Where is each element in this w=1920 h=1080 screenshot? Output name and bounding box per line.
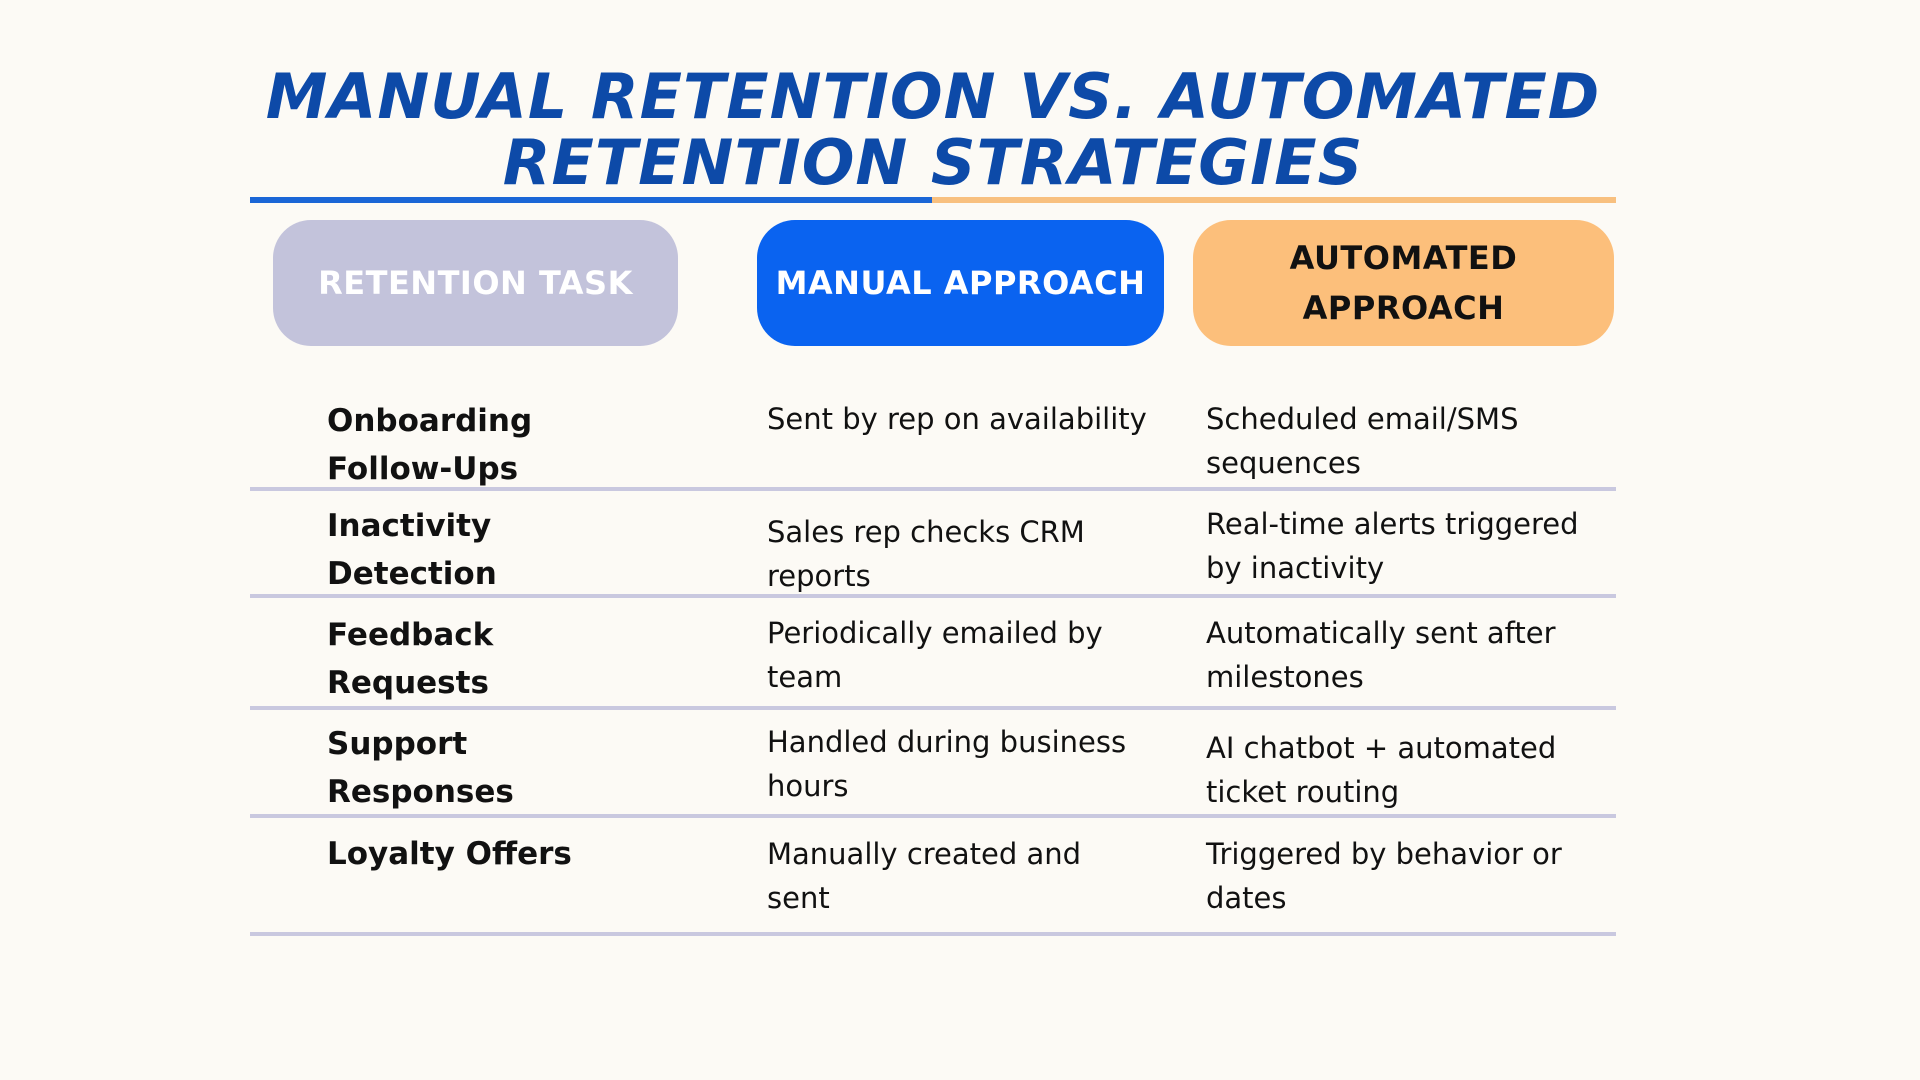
page-title: MANUAL RETENTION VS. AUTOMATED RETENTION…	[265, 60, 1601, 199]
table-row: Loyalty Offers Manually created and sent…	[250, 830, 1616, 936]
title-underline	[250, 197, 1616, 203]
automated-approach-header: AUTOMATED APPROACH	[1193, 220, 1614, 346]
automated-approach-cell: Scheduled email/SMS sequences	[1206, 402, 1519, 480]
row-divider	[250, 706, 1616, 710]
row-divider	[250, 814, 1616, 818]
manual-approach-cell: Sales rep checks CRM reports	[767, 515, 1085, 593]
task-cell: Loyalty Offers	[327, 836, 572, 872]
table-row: Onboarding Follow-Ups Sent by rep on ava…	[250, 395, 1616, 491]
task-cell: Inactivity Detection	[327, 508, 497, 592]
automated-approach-cell: Real-time alerts triggered by inactivity	[1206, 507, 1579, 585]
retention-task-header-label: RETENTION TASK	[318, 264, 633, 302]
table-row: Inactivity Detection Sales rep checks CR…	[250, 502, 1616, 598]
title-underline-blue-segment	[250, 197, 932, 203]
title-underline-orange-segment	[932, 197, 1616, 203]
task-cell: Onboarding Follow-Ups	[327, 403, 533, 487]
manual-approach-cell: Sent by rep on availability	[767, 402, 1147, 436]
task-cell: Feedback Requests	[327, 617, 494, 701]
task-cell: Support Responses	[327, 726, 514, 810]
row-divider	[250, 594, 1616, 598]
manual-approach-header-label: MANUAL APPROACH	[775, 264, 1146, 302]
row-divider	[250, 487, 1616, 491]
retention-task-header: RETENTION TASK	[273, 220, 678, 346]
table-row: Feedback Requests Periodically emailed b…	[250, 611, 1616, 710]
manual-approach-cell: Periodically emailed by team	[767, 616, 1103, 694]
manual-approach-cell: Handled during business hours	[767, 725, 1127, 803]
automated-approach-cell: Automatically sent after milestones	[1206, 616, 1556, 694]
automated-approach-header-label: AUTOMATED APPROACH	[1289, 239, 1518, 327]
row-divider	[250, 932, 1616, 936]
automated-approach-cell: AI chatbot + automated ticket routing	[1206, 731, 1557, 809]
automated-approach-cell: Triggered by behavior or dates	[1206, 837, 1562, 915]
manual-approach-cell: Manually created and sent	[767, 837, 1082, 915]
table-row: Support Responses Handled during busines…	[250, 720, 1616, 818]
manual-approach-header: MANUAL APPROACH	[757, 220, 1164, 346]
